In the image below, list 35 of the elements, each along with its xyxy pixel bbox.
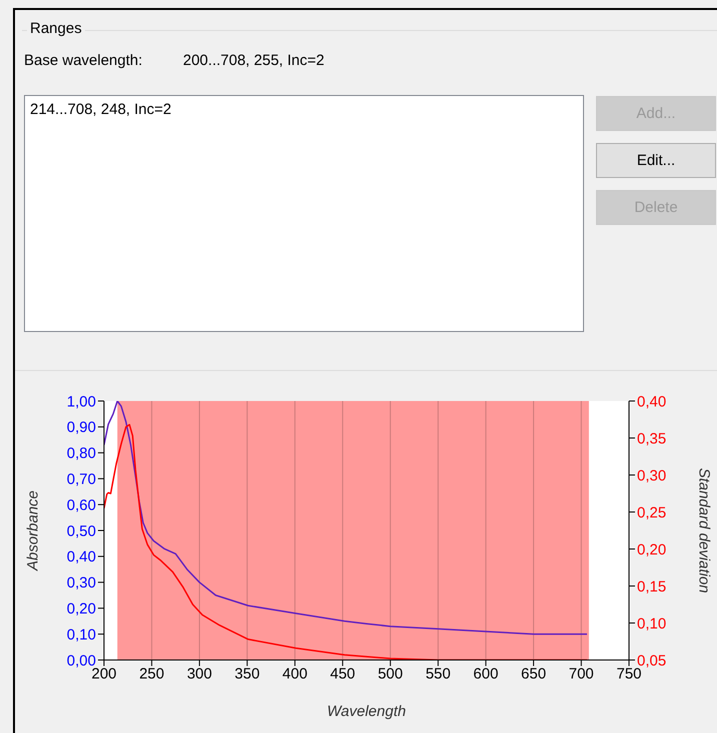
y-tick-label: 0,20 <box>66 600 96 618</box>
x-tick-label: 550 <box>426 666 451 683</box>
y-tick-label: 0,80 <box>66 445 96 462</box>
y-tick-label: 0,60 <box>66 496 96 514</box>
y-tick-label: 0,30 <box>66 574 96 592</box>
y-tick-label: 0,40 <box>66 548 96 566</box>
y2-tick-label: 0,40 <box>637 393 666 410</box>
text: Base wavelength: <box>24 52 142 69</box>
x-tick-label: 650 <box>521 666 546 683</box>
x-tick-label: 500 <box>378 666 403 683</box>
y2-tick-label: 0,20 <box>637 541 666 558</box>
y-tick-label: 1,00 <box>66 393 96 410</box>
y-tick-label: 0,90 <box>66 419 96 436</box>
text: Edit... <box>596 143 716 178</box>
x-tick-label: 600 <box>473 666 498 683</box>
y2-axis-title: Standard deviation <box>696 468 713 594</box>
x-tick-label: 250 <box>139 666 164 683</box>
y2-tick-label: 0,10 <box>637 615 666 632</box>
y2-tick-label: 0,30 <box>637 467 666 484</box>
y2-tick-label: 0,15 <box>637 578 666 596</box>
x-axis-title: Wavelength <box>327 703 406 720</box>
y-tick-label: 0,50 <box>66 522 96 540</box>
chart-title: Ranges <box>27 20 85 37</box>
text: 200...708, 255, Inc=2 <box>183 52 324 69</box>
x-tick-label: 700 <box>568 666 594 683</box>
x-tick-label: 450 <box>330 666 356 683</box>
x-tick-label: 350 <box>234 666 260 683</box>
x-tick-label: 400 <box>282 666 308 683</box>
y2-tick-label: 0,25 <box>637 504 666 522</box>
x-tick-label: 300 <box>186 666 212 683</box>
y-tick-label: 0,10 <box>66 626 96 644</box>
text: 214...708, 248, Inc=2 <box>30 101 172 118</box>
y-axis-title: Absorbance <box>24 490 42 572</box>
y-tick-label: 0,70 <box>66 471 96 488</box>
y2-tick-label: 0,35 <box>637 430 666 448</box>
